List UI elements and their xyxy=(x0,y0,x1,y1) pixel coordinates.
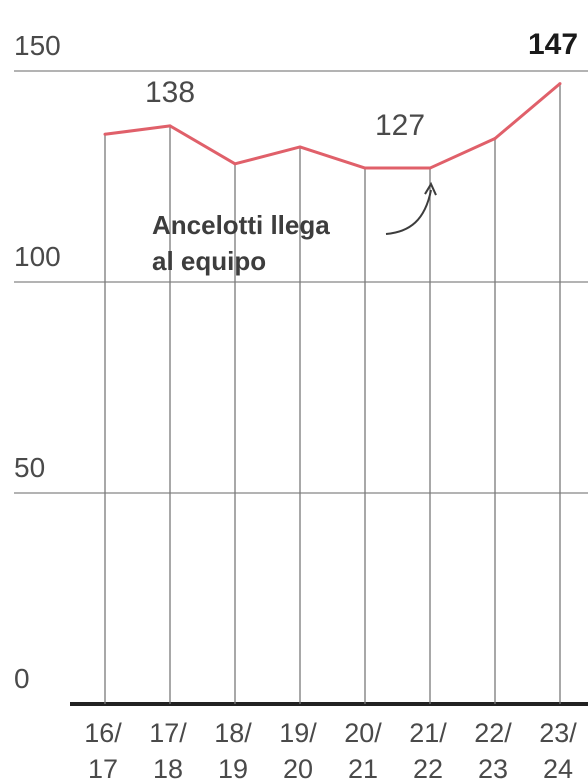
data-label: 147 xyxy=(528,28,578,61)
gridlines xyxy=(14,70,588,706)
x-tick-label: 17 xyxy=(88,754,118,781)
data-point xyxy=(103,132,107,136)
x-tick-label: 18/ xyxy=(214,718,252,748)
annotation-arrow xyxy=(385,189,432,235)
y-tick-label: 150 xyxy=(14,30,61,61)
x-tick-label: 19 xyxy=(218,754,248,781)
data-point xyxy=(233,162,237,166)
data-point xyxy=(168,124,172,128)
y-tick-label: 50 xyxy=(14,452,45,483)
data-labels: 138 127 147 xyxy=(145,28,578,142)
series-line xyxy=(104,82,561,170)
value-drop-lines xyxy=(104,83,561,704)
y-axis-ticks: 0 50 100 150 xyxy=(14,30,61,694)
x-tick-label: 23/ xyxy=(539,718,577,748)
annotation-text: Ancelotti llega xyxy=(152,210,330,240)
x-tick-label: 22/ xyxy=(474,718,512,748)
x-tick-label: 20/ xyxy=(344,718,382,748)
x-tick-label: 21/ xyxy=(409,718,447,748)
data-point xyxy=(493,137,497,141)
data-point xyxy=(428,166,432,170)
x-tick-label: 18 xyxy=(153,754,183,781)
x-tick-label: 20 xyxy=(283,754,313,781)
x-tick-label: 24 xyxy=(543,754,573,781)
data-label: 138 xyxy=(145,76,195,109)
x-tick-label: 17/ xyxy=(149,718,187,748)
y-tick-label: 0 xyxy=(14,663,30,694)
data-point xyxy=(298,145,302,149)
x-tick-label: 22 xyxy=(413,754,443,781)
x-tick-label: 19/ xyxy=(279,718,317,748)
annotation: Ancelotti llega al equipo xyxy=(152,181,437,276)
x-tick-label: 23 xyxy=(478,754,508,781)
y-tick-label: 100 xyxy=(14,241,61,272)
data-label: 127 xyxy=(375,109,425,142)
x-tick-label: 16/ xyxy=(84,718,122,748)
annotation-arrowhead xyxy=(424,181,437,196)
x-tick-label: 21 xyxy=(348,754,378,781)
x-axis-ticks: 16/17 17/18 18/19 19/20 20/21 21/22 22/23 23/24 xyxy=(84,718,577,781)
series-line-group xyxy=(103,82,562,170)
annotation-text: al equipo xyxy=(152,246,266,276)
data-point xyxy=(363,166,367,170)
data-point xyxy=(558,82,562,86)
